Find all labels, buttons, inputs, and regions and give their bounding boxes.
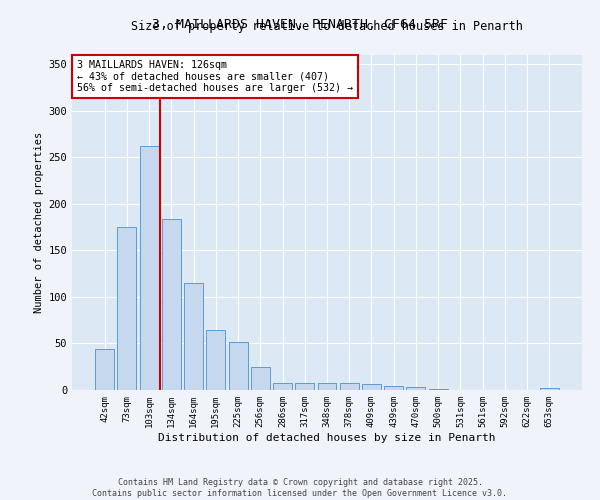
- Bar: [206, 330, 225, 390]
- Bar: [251, 366, 270, 390]
- Text: Contains HM Land Registry data © Crown copyright and database right 2025.
Contai: Contains HM Land Registry data © Crown c…: [92, 478, 508, 498]
- Bar: [362, 384, 381, 390]
- Bar: [273, 382, 292, 390]
- Bar: [540, 388, 559, 390]
- Bar: [184, 283, 203, 390]
- Bar: [95, 349, 114, 390]
- Text: 3 MAILLARDS HAVEN: 126sqm
← 43% of detached houses are smaller (407)
56% of semi: 3 MAILLARDS HAVEN: 126sqm ← 43% of detac…: [77, 60, 353, 93]
- Text: 3, MAILLARDS HAVEN, PENARTH, CF64 5RF: 3, MAILLARDS HAVEN, PENARTH, CF64 5RF: [152, 18, 448, 30]
- Bar: [429, 389, 448, 390]
- Bar: [406, 387, 425, 390]
- Bar: [317, 382, 337, 390]
- Bar: [118, 227, 136, 390]
- Y-axis label: Number of detached properties: Number of detached properties: [34, 132, 44, 313]
- Bar: [384, 386, 403, 390]
- X-axis label: Distribution of detached houses by size in Penarth: Distribution of detached houses by size …: [158, 432, 496, 442]
- Bar: [140, 146, 158, 390]
- Bar: [340, 384, 359, 390]
- Title: Size of property relative to detached houses in Penarth: Size of property relative to detached ho…: [131, 20, 523, 33]
- Bar: [162, 219, 181, 390]
- Bar: [229, 342, 248, 390]
- Bar: [295, 384, 314, 390]
